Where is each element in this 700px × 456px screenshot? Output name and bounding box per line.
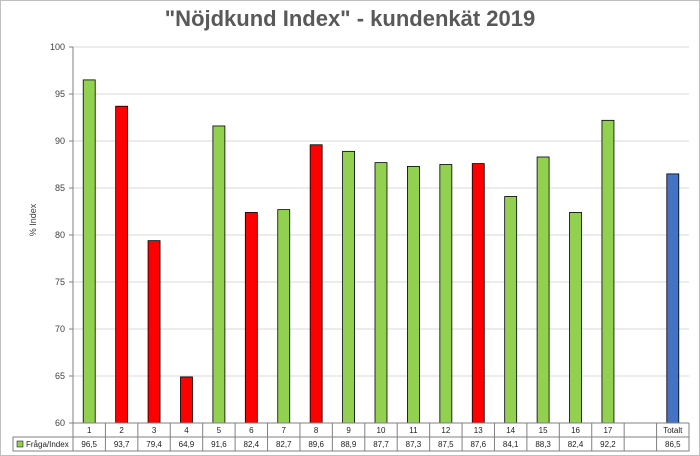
bar bbox=[666, 173, 680, 424]
data-label: 87,3 bbox=[406, 440, 422, 449]
bar bbox=[277, 209, 291, 424]
bar bbox=[244, 212, 258, 424]
x-tick-label: 17 bbox=[603, 426, 612, 435]
data-label: 89,6 bbox=[308, 440, 324, 449]
x-tick-label: 11 bbox=[409, 426, 418, 435]
data-label: 86,5 bbox=[665, 440, 681, 449]
data-label: 82,4 bbox=[244, 440, 260, 449]
data-label: 92,2 bbox=[600, 440, 616, 449]
data-label: 91,6 bbox=[211, 440, 227, 449]
chart-title: "Nöjdkund Index" - kundenkät 2019 bbox=[164, 6, 536, 31]
data-label: 79,4 bbox=[146, 440, 162, 449]
bar bbox=[536, 156, 550, 424]
bar bbox=[374, 162, 388, 424]
x-tick-label: 14 bbox=[506, 426, 515, 435]
y-tick-label: 70 bbox=[55, 324, 65, 334]
y-tick-label: 85 bbox=[55, 183, 65, 193]
data-label: 82,4 bbox=[568, 440, 584, 449]
data-label: 64,9 bbox=[179, 440, 195, 449]
bar bbox=[180, 376, 193, 424]
legend-label: Fråga/Index bbox=[26, 440, 69, 449]
x-tick-label: 16 bbox=[571, 426, 580, 435]
x-tick-label: 15 bbox=[539, 426, 548, 435]
x-tick-label: 13 bbox=[474, 426, 483, 435]
bar bbox=[504, 196, 518, 424]
data-label: 88,9 bbox=[341, 440, 357, 449]
x-tick-label: 2 bbox=[119, 426, 124, 435]
data-label: 87,5 bbox=[438, 440, 454, 449]
data-label: 84,1 bbox=[503, 440, 519, 449]
bar bbox=[212, 125, 226, 424]
y-tick-label: 75 bbox=[55, 277, 65, 287]
x-tick-label: 4 bbox=[184, 426, 189, 435]
data-label: 93,7 bbox=[114, 440, 130, 449]
y-tick-label: 65 bbox=[55, 371, 65, 381]
x-tick-label: 10 bbox=[377, 426, 386, 435]
y-tick-label: 90 bbox=[55, 136, 65, 146]
legend-swatch bbox=[16, 440, 24, 448]
bar bbox=[407, 165, 420, 424]
bar bbox=[601, 119, 615, 424]
bar bbox=[439, 164, 453, 424]
bar bbox=[82, 79, 96, 424]
y-tick-label: 95 bbox=[55, 89, 65, 99]
data-label: 96,5 bbox=[81, 440, 97, 449]
x-tick-label: 12 bbox=[441, 426, 450, 435]
x-tick-label: 5 bbox=[217, 426, 222, 435]
x-tick-label: 8 bbox=[314, 426, 319, 435]
data-label: 88,3 bbox=[535, 440, 551, 449]
x-tick-label: 1 bbox=[87, 426, 92, 435]
bar bbox=[471, 163, 485, 424]
bar bbox=[115, 105, 129, 424]
data-label: 87,6 bbox=[470, 440, 486, 449]
x-tick-label: 7 bbox=[282, 426, 287, 435]
x-tick-label: 9 bbox=[346, 426, 351, 435]
data-label: 82,7 bbox=[276, 440, 292, 449]
bar bbox=[147, 240, 161, 424]
y-tick-label: 100 bbox=[50, 42, 65, 52]
bar bbox=[309, 144, 323, 424]
bar bbox=[342, 150, 355, 424]
x-tick-label: 3 bbox=[152, 426, 157, 435]
y-tick-label: 60 bbox=[55, 418, 65, 428]
bar bbox=[569, 212, 582, 424]
x-tick-label: 6 bbox=[249, 426, 254, 435]
x-tick-label: Totalt bbox=[663, 426, 683, 435]
data-label: 87,7 bbox=[373, 440, 389, 449]
y-tick-label: 80 bbox=[55, 230, 65, 240]
